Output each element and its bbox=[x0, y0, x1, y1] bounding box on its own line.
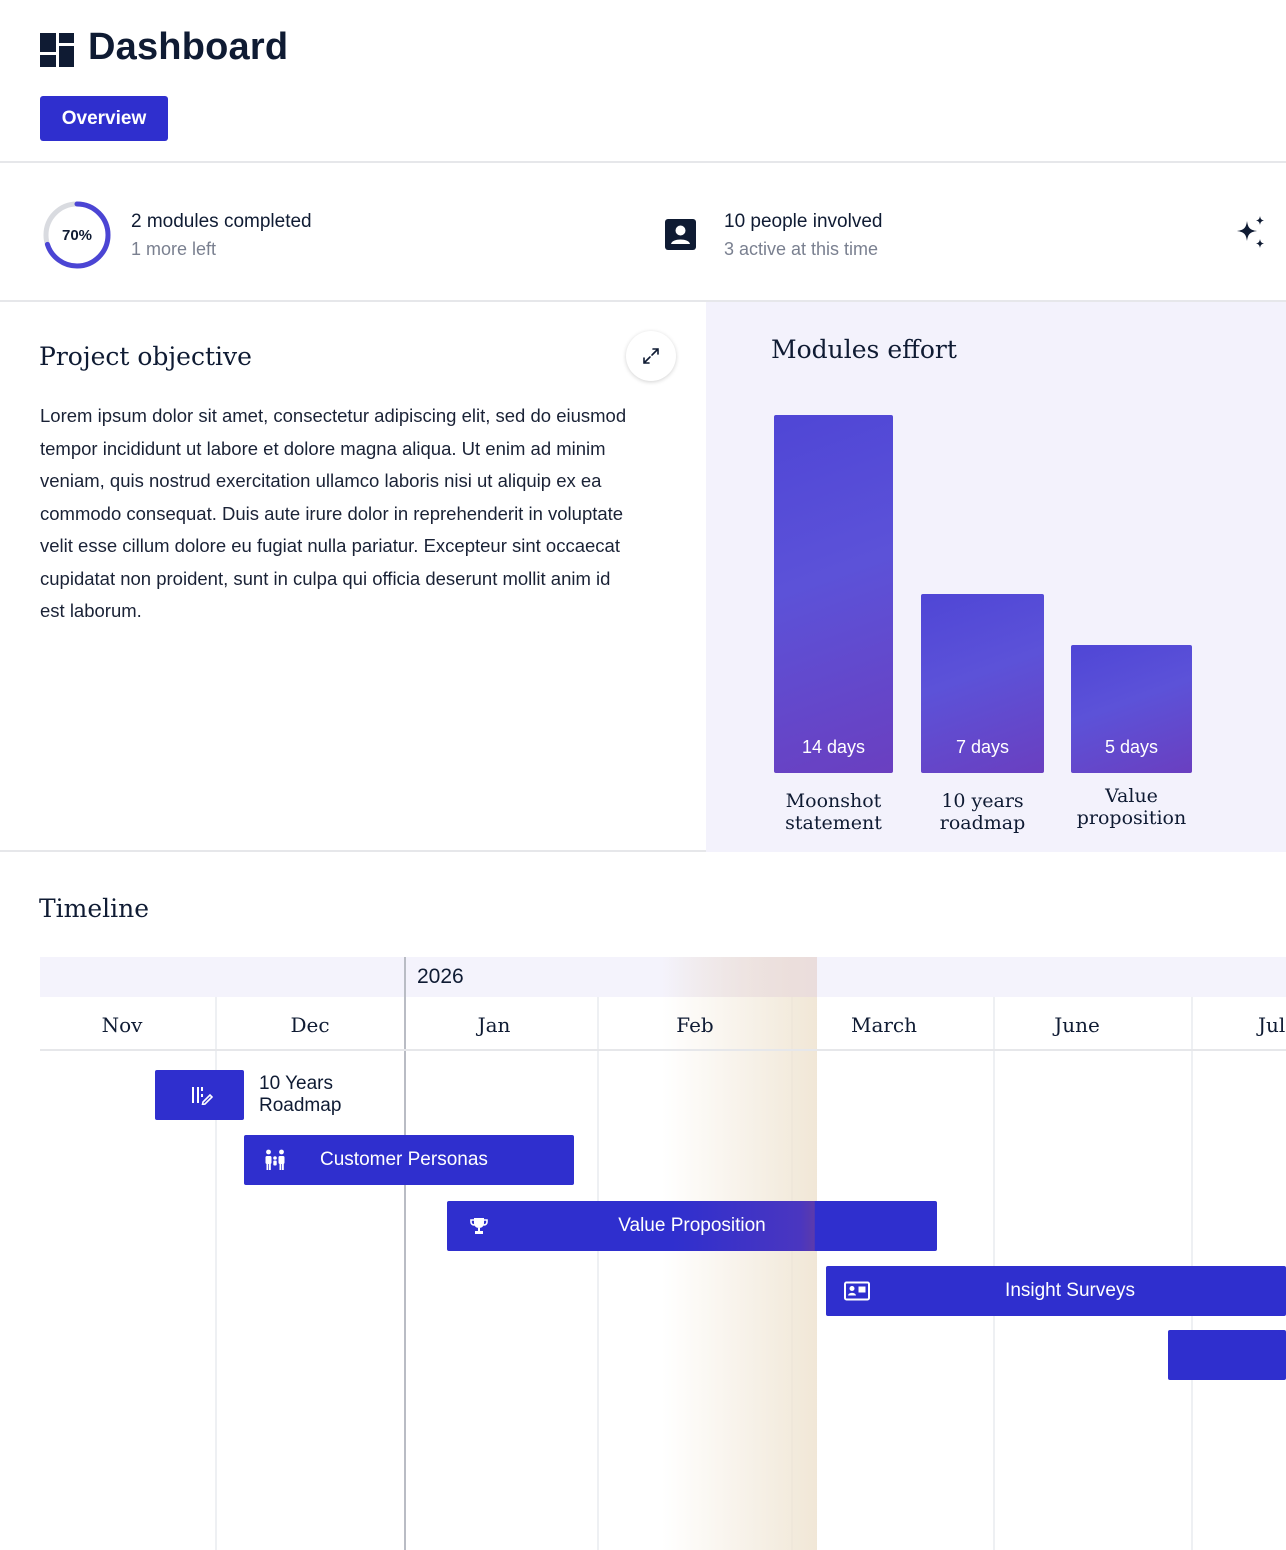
bar-value-label: 7 days bbox=[955, 737, 1010, 757]
chart-title: Modules effort bbox=[771, 335, 957, 364]
contact-card-icon bbox=[844, 1281, 870, 1301]
task-insight-surveys-label: Insight Surveys bbox=[1005, 1280, 1135, 1301]
task-10-years-roadmap[interactable] bbox=[155, 1070, 244, 1120]
bar-value-label: 5 days bbox=[1104, 737, 1159, 757]
page-header: Dashboard Overview bbox=[0, 0, 1286, 163]
month-nov: Nov bbox=[101, 1013, 143, 1037]
task-value-proposition-label: Value Proposition bbox=[618, 1215, 766, 1236]
progress-percent: 70% bbox=[61, 226, 93, 244]
bar-10-years-roadmap[interactable] bbox=[921, 594, 1044, 773]
stats-bar: 70% 2 modules completed 1 more left 10 p… bbox=[0, 163, 1286, 302]
month-dec: Dec bbox=[290, 1013, 330, 1037]
task-10-years-roadmap-label: 10 Years Roadmap bbox=[259, 1073, 342, 1116]
month-jul: Jul bbox=[1258, 1013, 1286, 1037]
people-icon bbox=[265, 1149, 285, 1170]
project-objective-card: Project objective Lorem ipsum dolor sit … bbox=[0, 302, 706, 852]
timeline-gridline bbox=[597, 997, 599, 1550]
bar-category-label: Value proposition bbox=[1076, 785, 1187, 829]
expand-button[interactable] bbox=[626, 331, 676, 381]
timeline-year: 2026 bbox=[417, 965, 464, 988]
bar-category-label: Moonshot statement bbox=[785, 790, 882, 834]
person-badge-icon bbox=[665, 219, 696, 250]
timeline-title: Timeline bbox=[39, 894, 150, 923]
modules-effort-card: Modules effort 14 days Moonshot statement 7… bbox=[706, 302, 1286, 852]
task-insight-surveys[interactable]: Insight Surveys bbox=[826, 1266, 1286, 1316]
objective-body: Lorem ipsum dolor sit amet, consectetur … bbox=[40, 405, 627, 621]
sparkle-icon[interactable] bbox=[1233, 215, 1267, 251]
month-june: June bbox=[1054, 1013, 1100, 1037]
bar-value-label: 14 days bbox=[801, 737, 866, 757]
expand-icon bbox=[643, 348, 659, 364]
timeline-year-divider bbox=[404, 957, 406, 1550]
tab-overview[interactable]: Overview bbox=[40, 96, 168, 141]
timeline-highlight-header bbox=[662, 957, 817, 997]
dashboard-grid-icon bbox=[40, 33, 74, 67]
task-value-proposition[interactable]: Value Proposition bbox=[447, 1201, 937, 1251]
timeline-gridline bbox=[215, 997, 217, 1550]
timeline-header-divider bbox=[40, 1049, 1286, 1051]
task-next[interactable] bbox=[1168, 1330, 1286, 1380]
bar-category-label: 10 years roadmap bbox=[939, 790, 1026, 834]
month-jan: Jan bbox=[477, 1013, 511, 1037]
people-active: 3 active at this time bbox=[724, 239, 879, 259]
trophy-icon bbox=[470, 1218, 488, 1234]
modules-completed: 2 modules completed bbox=[131, 211, 312, 232]
timeline-highlight bbox=[662, 957, 817, 1550]
progress-ring bbox=[43, 201, 111, 269]
modules-left: 1 more left bbox=[131, 239, 217, 259]
roadmap-icon bbox=[192, 1087, 213, 1105]
bar-value-proposition[interactable] bbox=[1071, 645, 1192, 773]
month-march: March bbox=[850, 1013, 918, 1037]
task-customer-personas[interactable]: Customer Personas bbox=[244, 1135, 574, 1185]
people-involved: 10 people involved bbox=[724, 211, 883, 232]
objective-title: Project objective bbox=[39, 342, 252, 371]
task-customer-personas-label: Customer Personas bbox=[320, 1149, 488, 1170]
bar-moonshot-statement[interactable] bbox=[774, 415, 893, 773]
month-feb: Feb bbox=[676, 1013, 714, 1037]
page-title: Dashboard bbox=[88, 26, 289, 68]
